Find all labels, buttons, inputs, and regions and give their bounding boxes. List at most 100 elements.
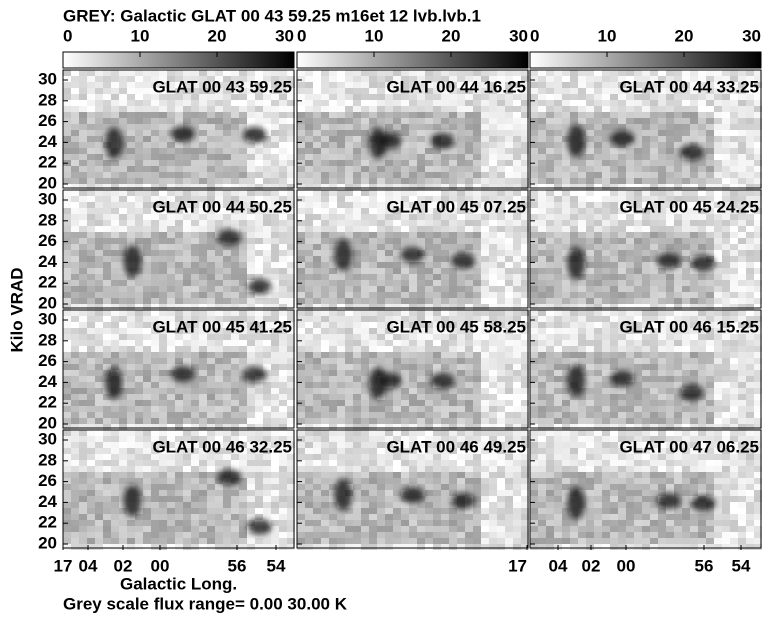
texture-cell (602, 202, 610, 208)
texture-cell (602, 298, 610, 304)
texture-cell (473, 154, 481, 160)
texture-cell (465, 418, 473, 424)
texture-cell (111, 238, 119, 244)
texture-cell (610, 76, 618, 82)
texture-cell (263, 154, 271, 160)
texture-cell (401, 160, 409, 166)
texture-cell (63, 106, 71, 112)
texture-cell (215, 352, 223, 358)
texture-cell (143, 358, 151, 364)
texture-cell (361, 244, 369, 250)
channel-map: GREY: Galactic GLAT 00 43 59.25 m16et 12… (0, 0, 765, 617)
texture-cell (369, 178, 377, 184)
texture-cell (658, 268, 666, 274)
texture-cell (271, 172, 279, 178)
texture-cell (167, 358, 175, 364)
texture-cell (313, 238, 321, 244)
texture-cell (497, 310, 505, 316)
texture-cell (71, 214, 79, 220)
texture-cell (489, 424, 497, 430)
texture-cell (562, 292, 570, 298)
texture-cell (377, 406, 385, 412)
texture-cell (449, 340, 457, 346)
texture-cell (513, 142, 521, 148)
texture-cell (111, 406, 119, 412)
texture-cell (489, 418, 497, 424)
texture-cell (231, 100, 239, 106)
texture-cell (489, 340, 497, 346)
texture-cell (263, 100, 271, 106)
texture-cell (690, 124, 698, 130)
texture-cell (95, 244, 103, 250)
texture-cell (159, 190, 167, 196)
colorbar-tick-label: 10 (598, 26, 617, 45)
texture-cell (135, 88, 143, 94)
texture-cell (730, 310, 738, 316)
texture-cell (167, 418, 175, 424)
texture-cell (497, 346, 505, 352)
texture-cell (578, 178, 586, 184)
texture-cell (279, 160, 287, 166)
texture-cell (361, 208, 369, 214)
texture-cell (546, 112, 554, 118)
texture-cell (199, 238, 207, 244)
texture-cell (674, 136, 682, 142)
texture-cell (377, 112, 385, 118)
texture-cell (271, 70, 279, 76)
texture-cell (329, 238, 337, 244)
texture-cell (353, 280, 361, 286)
texture-cell (610, 232, 618, 238)
texture-cell (297, 250, 305, 256)
texture-cell (546, 184, 554, 190)
texture-cell (361, 352, 369, 358)
texture-cell (513, 352, 521, 358)
texture-cell (538, 262, 546, 268)
texture-cell (79, 244, 87, 250)
texture-cell (393, 292, 401, 298)
texture-cell (505, 352, 513, 358)
texture-cell (481, 256, 489, 262)
texture-cell (337, 304, 345, 310)
texture-cell (321, 268, 329, 274)
texture-cell (369, 322, 377, 328)
texture-cell (63, 346, 71, 352)
texture-cell (337, 292, 345, 298)
texture-cell (361, 304, 369, 310)
texture-cell (449, 118, 457, 124)
texture-cell (698, 304, 706, 310)
texture-cell (650, 136, 658, 142)
texture-cell (473, 274, 481, 280)
texture-cell (337, 94, 345, 100)
texture-cell (513, 274, 521, 280)
texture-cell (602, 286, 610, 292)
texture-cell (738, 256, 746, 262)
texture-cell (353, 376, 361, 382)
texture-cell (530, 334, 538, 340)
texture-cell (71, 262, 79, 268)
texture-cell (313, 106, 321, 112)
texture-cell (449, 190, 457, 196)
texture-cell (505, 154, 513, 160)
texture-cell (586, 346, 594, 352)
texture-cell (441, 364, 449, 370)
texture-cell (263, 382, 271, 388)
texture-cell (231, 370, 239, 376)
texture-cell (271, 148, 279, 154)
texture-cell (650, 112, 658, 118)
texture-cell (650, 262, 658, 268)
texture-cell (425, 388, 433, 394)
texture-cell (634, 136, 642, 142)
texture-cell (714, 220, 722, 226)
texture-cell (167, 274, 175, 280)
texture-cell (489, 364, 497, 370)
texture-cell (409, 154, 417, 160)
texture-cell (143, 202, 151, 208)
texture-cell (594, 340, 602, 346)
texture-cell (554, 106, 562, 112)
texture-cell (127, 280, 135, 286)
texture-cell (329, 214, 337, 220)
texture-cell (111, 106, 119, 112)
texture-cell (409, 400, 417, 406)
texture-cell (473, 406, 481, 412)
texture-cell (578, 304, 586, 310)
